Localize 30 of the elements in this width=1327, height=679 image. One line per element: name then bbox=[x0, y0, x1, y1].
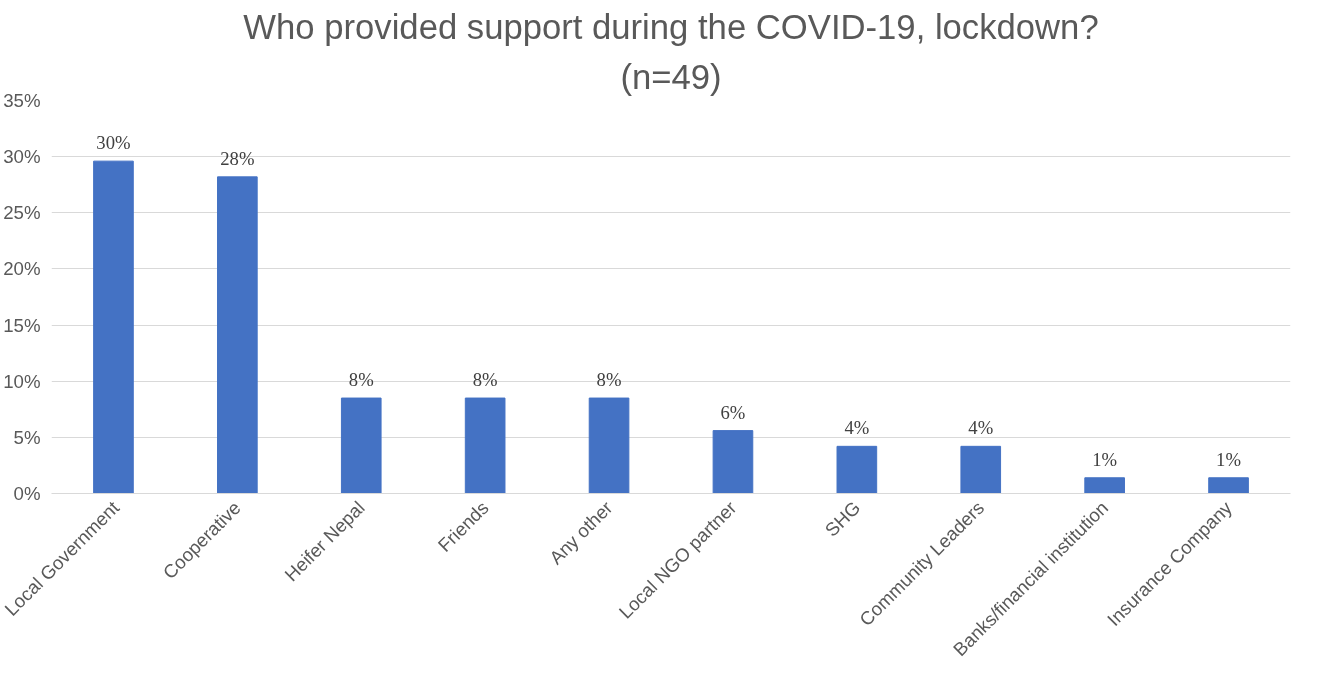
bar bbox=[588, 397, 630, 494]
chart-subtitle: (n=49) bbox=[620, 57, 722, 96]
data-label: 8% bbox=[348, 369, 374, 391]
bar bbox=[1208, 477, 1249, 494]
data-label: 1% bbox=[1092, 448, 1118, 470]
y-tick-label: 5% bbox=[13, 426, 41, 448]
data-label: 8% bbox=[596, 369, 622, 391]
y-tick-label: 25% bbox=[3, 202, 41, 224]
bar bbox=[960, 445, 1002, 494]
bar bbox=[464, 397, 506, 494]
data-label: 8% bbox=[472, 369, 498, 391]
y-tick-label: 0% bbox=[13, 483, 41, 504]
y-tick-label: 20% bbox=[3, 258, 41, 280]
bar bbox=[340, 397, 382, 494]
bar bbox=[836, 445, 878, 494]
bar bbox=[93, 160, 134, 494]
data-label: 28% bbox=[220, 147, 255, 169]
y-tick-label: 30% bbox=[3, 146, 41, 168]
data-label: 4% bbox=[844, 417, 870, 439]
bar bbox=[1084, 477, 1125, 494]
data-label: 30% bbox=[96, 132, 131, 154]
chart-title: Who provided support during the COVID-19, lockdown? bbox=[243, 7, 1099, 46]
data-label: 6% bbox=[720, 401, 746, 423]
bar bbox=[712, 430, 754, 494]
data-label: 1% bbox=[1216, 448, 1241, 470]
y-tick-label: 15% bbox=[3, 314, 41, 336]
data-label: 4% bbox=[968, 417, 994, 439]
y-tick-label: 10% bbox=[3, 370, 41, 392]
bar bbox=[217, 176, 258, 494]
y-tick-label: 35% bbox=[3, 90, 41, 111]
